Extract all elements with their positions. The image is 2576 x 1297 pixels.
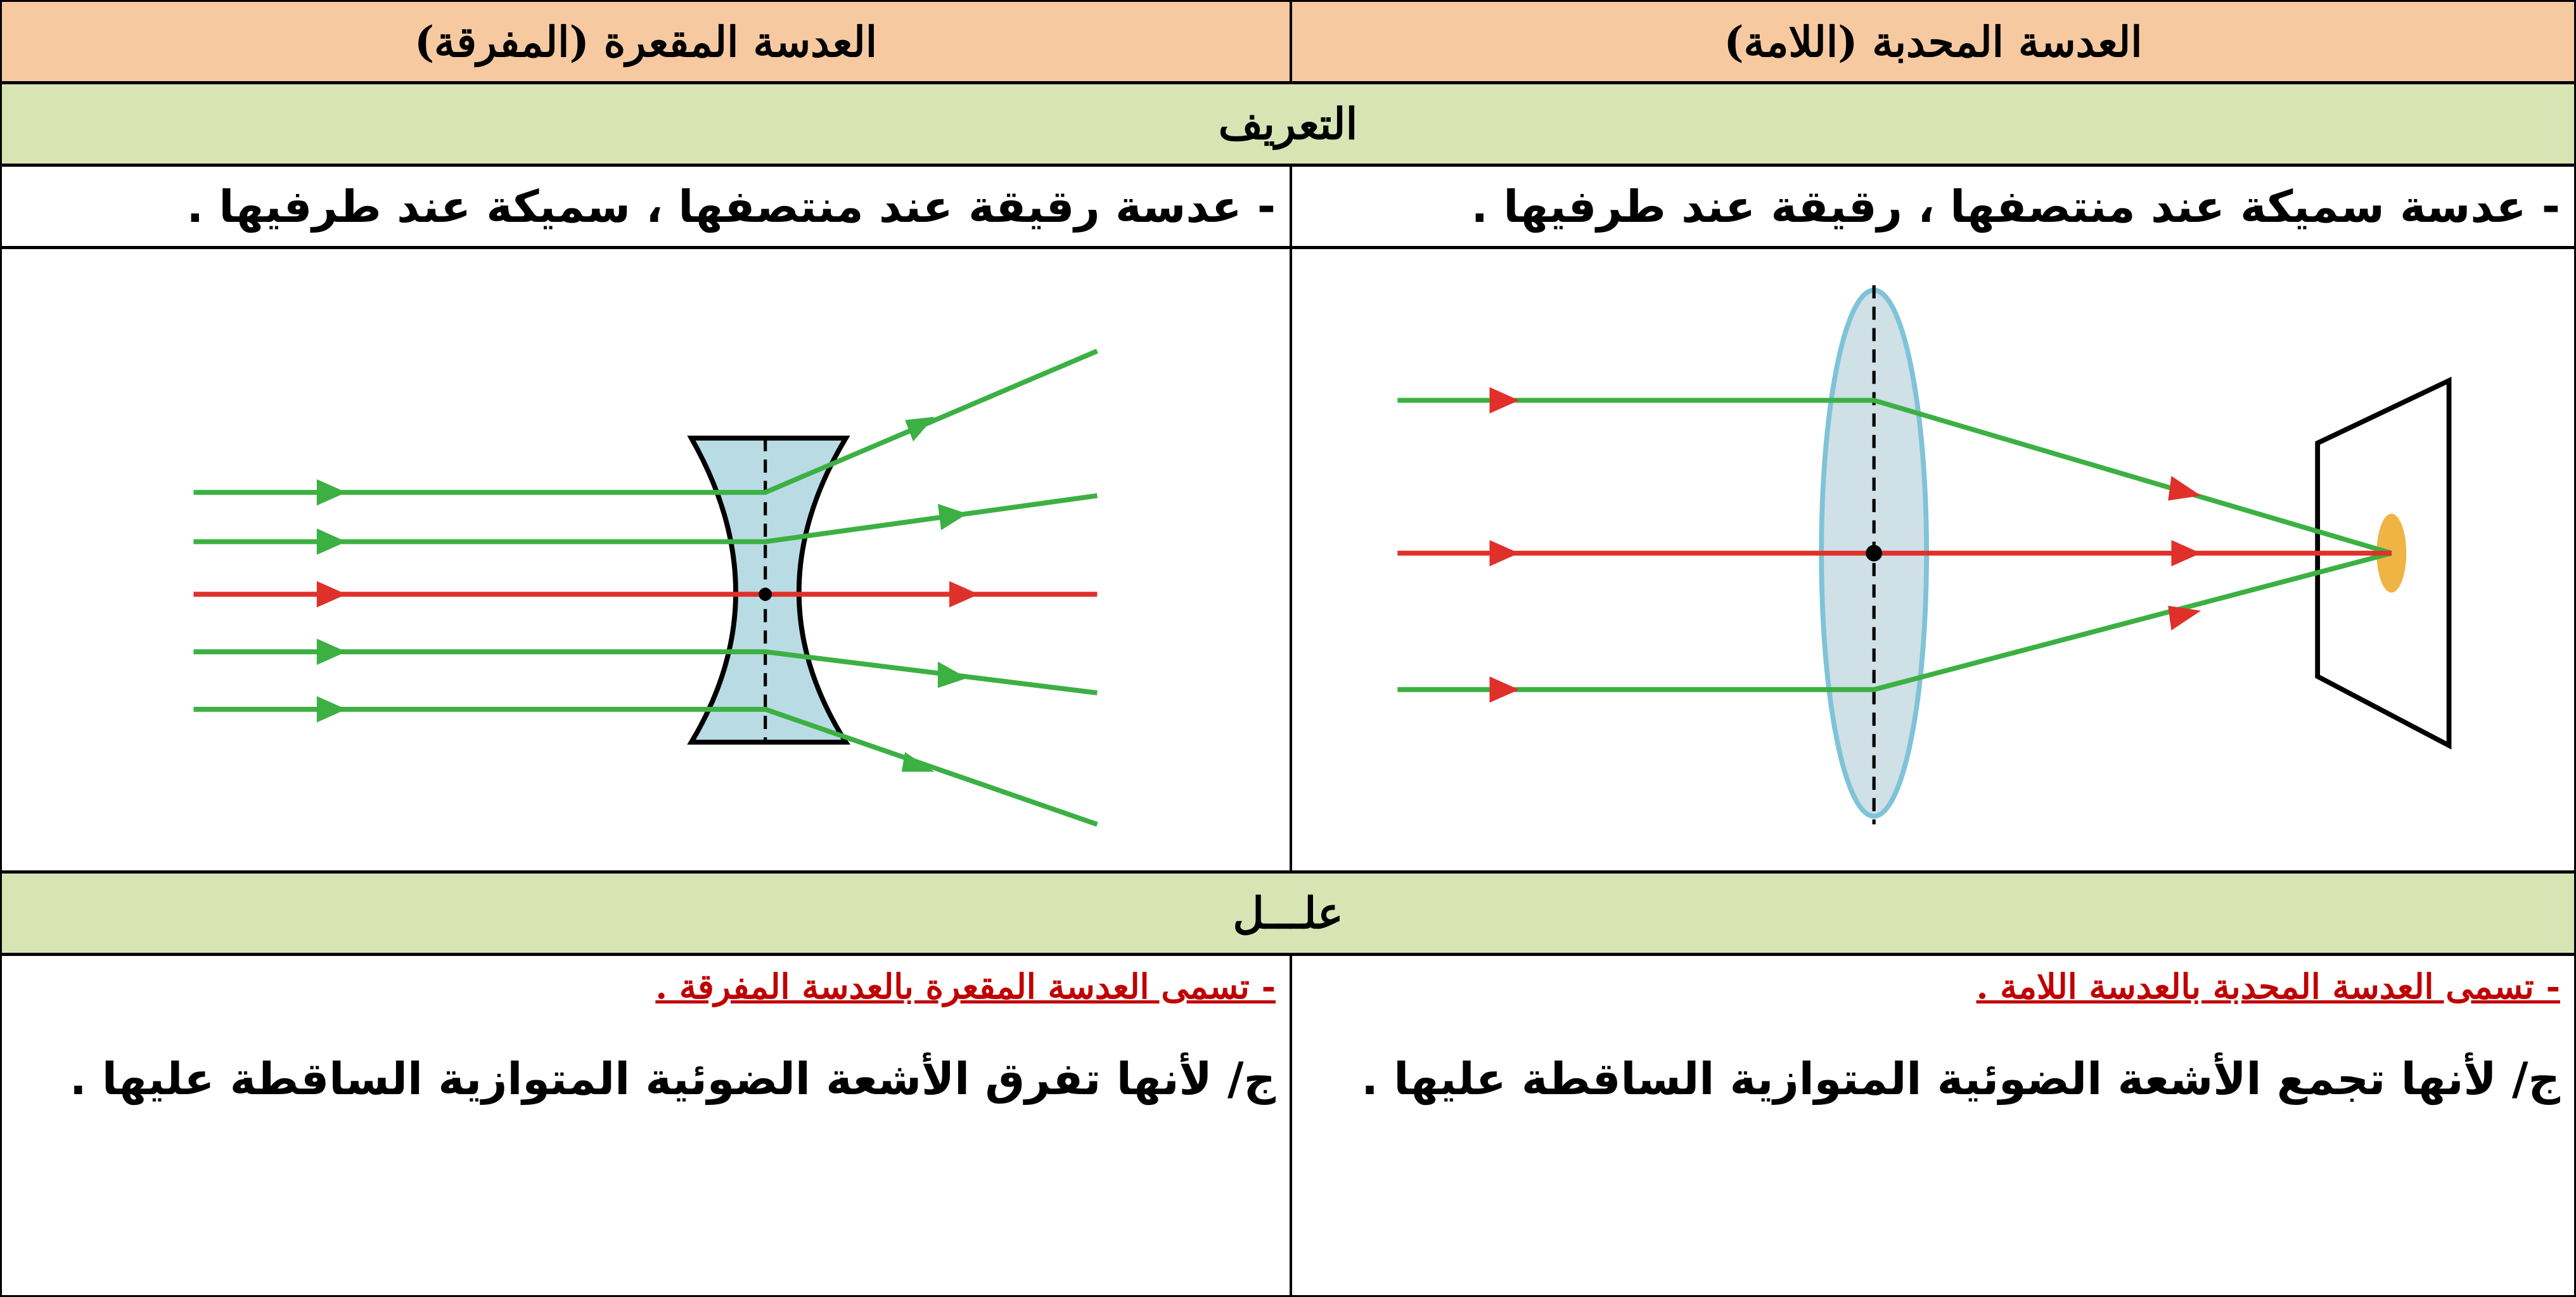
reason-cell: - تسمى العدسة المحدبة بالعدسة اللامة . ج… <box>1290 956 2574 1295</box>
rays <box>193 349 1098 827</box>
reason-answer: ج/ لأنها تفرق الأشعة الضوئية المتوازية ا… <box>69 1053 1276 1105</box>
reason-question: - تسمى العدسة المقعرة بالعدسة المفرقة . <box>655 966 1276 1007</box>
reason-question: - تسمى العدسة المحدبة بالعدسة اللامة . <box>1976 966 2560 1007</box>
definition-text: - عدسة رقيقة عند منتصفها ، سميكة عند طرف… <box>2 167 1290 249</box>
section-title: علـــل <box>2 874 2574 956</box>
arrows <box>1489 387 2201 703</box>
column-header: العدسة المقعرة (المفرقة) <box>2 2 1290 84</box>
concave-diagram-cell <box>2 249 1290 874</box>
convex-lens-diagram <box>1397 285 2452 825</box>
lens-center <box>1866 545 1883 562</box>
definition-text: - عدسة سميكة عند منتصفها ، رقيقة عند طرف… <box>1290 167 2574 249</box>
reason-answer: ج/ لأنها تجمع الأشعة الضوئية المتوازية ا… <box>1361 1053 2560 1105</box>
lens-center <box>759 588 772 601</box>
arrow <box>316 581 347 608</box>
convex-diagram-cell <box>1290 249 2574 874</box>
column-header: العدسة المحدبة (اللامة) <box>1290 2 2574 84</box>
ray <box>1397 397 2392 556</box>
ray <box>1397 550 2392 692</box>
arrows <box>316 416 968 772</box>
arrow <box>949 581 979 608</box>
reason-cell: - تسمى العدسة المقعرة بالعدسة المفرقة . … <box>2 956 1290 1295</box>
section-title: التعريف <box>2 84 2574 167</box>
concave-lens-diagram <box>193 349 1098 827</box>
